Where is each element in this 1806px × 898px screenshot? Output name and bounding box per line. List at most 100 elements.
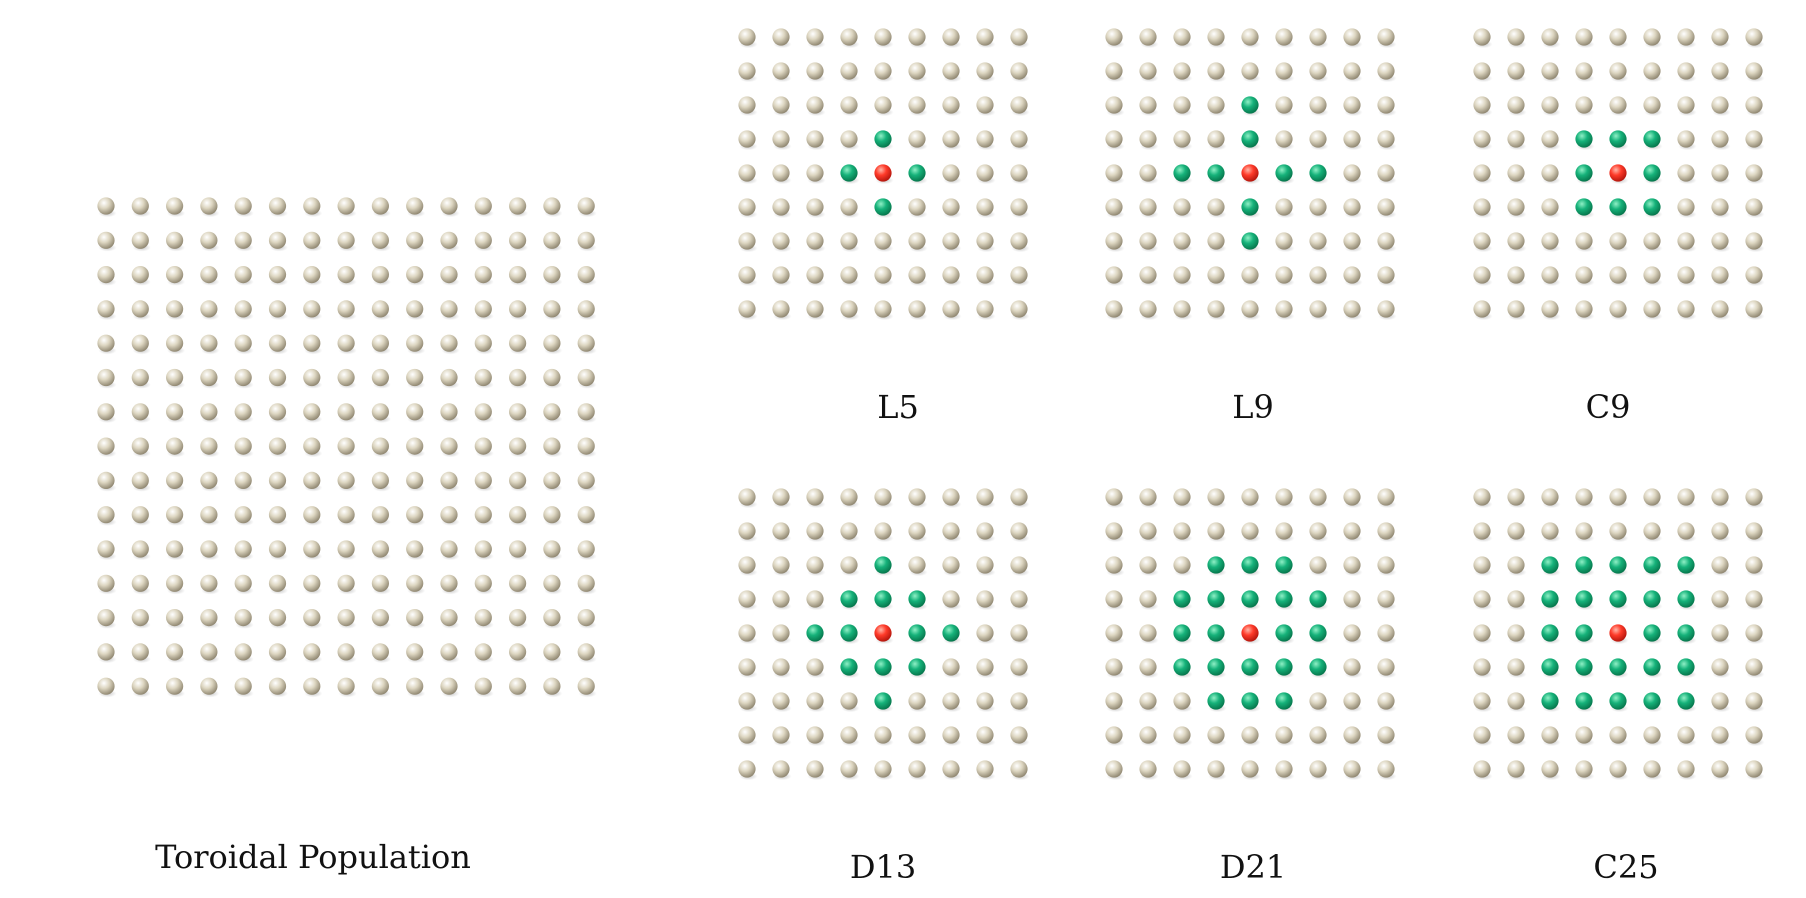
individual-dot	[1541, 488, 1561, 509]
individual-dot	[738, 760, 758, 781]
individual-dot	[1105, 522, 1125, 543]
individual-dot	[772, 28, 792, 49]
individual-dot	[234, 506, 254, 526]
neighbor-dot	[908, 624, 928, 645]
individual-dot	[1507, 760, 1527, 781]
individual-dot	[1275, 266, 1295, 287]
individual-dot	[1473, 624, 1493, 645]
individual-dot	[1207, 488, 1227, 509]
neighbor-dot	[1241, 658, 1261, 679]
individual-dot	[543, 437, 563, 458]
individual-dot	[474, 368, 494, 389]
individual-dot	[97, 540, 117, 561]
individual-dot	[1105, 198, 1125, 219]
individual-dot	[1473, 266, 1493, 287]
neighbor-dot	[908, 658, 928, 679]
individual-dot	[1677, 130, 1697, 151]
neighbor-dot	[1643, 590, 1663, 611]
individual-dot	[1643, 726, 1663, 747]
individual-dot	[1507, 130, 1527, 151]
individual-dot	[1677, 300, 1697, 321]
individual-dot	[1275, 130, 1295, 151]
center-individual-dot	[1241, 164, 1261, 185]
individual-dot	[1745, 692, 1765, 713]
individual-dot	[1105, 658, 1125, 679]
neighbor-dot	[1241, 130, 1261, 151]
individual-dot	[772, 590, 792, 611]
individual-dot	[1139, 658, 1159, 679]
individual-dot	[1711, 164, 1731, 185]
individual-dot	[1473, 62, 1493, 83]
individual-dot	[1541, 760, 1561, 781]
neighbor-dot	[806, 624, 826, 645]
individual-dot	[1377, 658, 1397, 679]
individual-dot	[738, 590, 758, 611]
individual-dot	[474, 677, 494, 698]
individual-dot	[874, 266, 894, 287]
individual-dot	[976, 96, 996, 117]
individual-dot	[1173, 232, 1193, 253]
individual-dot	[1473, 556, 1493, 577]
individual-dot	[97, 231, 117, 252]
individual-dot	[543, 540, 563, 561]
individual-dot	[1105, 266, 1125, 287]
individual-dot	[1575, 488, 1595, 509]
individual-dot	[371, 266, 391, 286]
individual-dot	[200, 300, 220, 321]
individual-dot	[1010, 96, 1030, 117]
individual-dot	[942, 130, 962, 151]
neighborhood-d21-label: D21	[1220, 848, 1286, 886]
individual-dot	[1207, 232, 1227, 253]
individual-dot	[1343, 62, 1363, 83]
individual-dot	[772, 658, 792, 679]
neighbor-dot	[1241, 96, 1261, 117]
individual-dot	[1309, 760, 1329, 781]
individual-dot	[97, 574, 117, 595]
individual-dot	[1241, 300, 1261, 321]
individual-dot	[1643, 760, 1663, 781]
neighbor-dot	[1677, 692, 1697, 713]
individual-dot	[840, 760, 860, 781]
individual-dot	[268, 368, 289, 389]
individual-dot	[1275, 62, 1295, 83]
individual-dot	[1745, 198, 1765, 219]
individual-dot	[908, 232, 928, 253]
individual-dot	[1745, 96, 1765, 117]
individual-dot	[406, 231, 426, 252]
individual-dot	[371, 540, 391, 561]
individual-dot	[1745, 130, 1765, 151]
individual-dot	[1010, 658, 1030, 679]
individual-dot	[1643, 62, 1663, 83]
individual-dot	[908, 488, 928, 509]
neighbor-dot	[1643, 556, 1663, 577]
individual-dot	[1173, 692, 1193, 713]
individual-dot	[543, 231, 563, 252]
individual-dot	[131, 334, 151, 355]
individual-dot	[806, 232, 826, 253]
individual-dot	[1643, 96, 1663, 117]
individual-dot	[1207, 96, 1227, 117]
individual-dot	[1473, 164, 1493, 185]
individual-dot	[268, 266, 289, 286]
individual-dot	[166, 300, 186, 321]
individual-dot	[1575, 28, 1595, 49]
individual-dot	[1377, 96, 1397, 117]
individual-dot	[337, 677, 357, 698]
individual-dot	[337, 334, 357, 355]
individual-dot	[1207, 300, 1227, 321]
individual-dot	[577, 574, 597, 595]
individual-dot	[1377, 692, 1397, 713]
individual-dot	[543, 643, 563, 664]
individual-dot	[577, 266, 597, 286]
individual-dot	[908, 96, 928, 117]
individual-dot	[738, 130, 758, 151]
individual-dot	[1507, 590, 1527, 611]
individual-dot	[942, 300, 962, 321]
individual-dot	[806, 556, 826, 577]
individual-dot	[976, 198, 996, 219]
individual-dot	[942, 726, 962, 747]
individual-dot	[1343, 96, 1363, 117]
individual-dot	[303, 403, 323, 423]
individual-dot	[1173, 488, 1193, 509]
neighbor-dot	[874, 556, 894, 577]
